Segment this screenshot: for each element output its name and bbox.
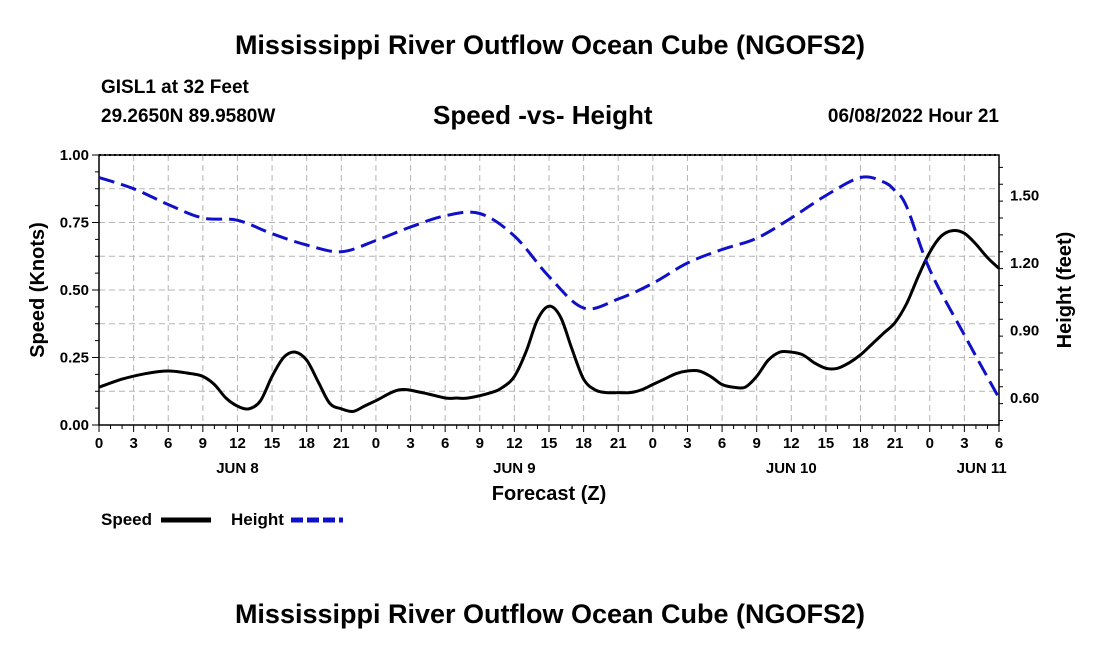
y-tick-label: 0.00 bbox=[60, 417, 89, 434]
axis-labels: Forecast (Z) Speed (Knots) Height (feet) bbox=[27, 222, 1076, 505]
y2-tick-label: 0.60 bbox=[1010, 390, 1039, 407]
x-tick-label: 0 bbox=[95, 435, 103, 452]
height-series-line bbox=[98, 175, 1001, 399]
y-tick-label: 0.50 bbox=[60, 282, 89, 299]
y-axis-title: Speed (Knots) bbox=[27, 222, 49, 358]
x-tick-label: 15 bbox=[264, 435, 281, 452]
x-tick-label: 6 bbox=[441, 435, 449, 452]
grid bbox=[99, 155, 999, 425]
day-label: JUN 8 bbox=[216, 460, 259, 477]
x-tick-label: 12 bbox=[506, 435, 523, 452]
y2-tick-label: 0.90 bbox=[1010, 323, 1039, 340]
y2-axis-title: Height (feet) bbox=[1054, 232, 1076, 349]
x-tick-label: 18 bbox=[298, 435, 315, 452]
x-tick-label: 21 bbox=[333, 435, 350, 452]
y-tick-label: 1.00 bbox=[60, 147, 89, 164]
x-tick-label: 12 bbox=[783, 435, 800, 452]
x-tick-label: 15 bbox=[541, 435, 558, 452]
day-label: JUN 10 bbox=[766, 460, 817, 477]
x-tick-label: 3 bbox=[960, 435, 968, 452]
x-tick-label: 9 bbox=[476, 435, 484, 452]
x-tick-label: 6 bbox=[164, 435, 172, 452]
x-tick-label: 3 bbox=[129, 435, 137, 452]
x-tick-label: 6 bbox=[718, 435, 726, 452]
x-tick-label: 15 bbox=[818, 435, 835, 452]
day-label: JUN 9 bbox=[493, 460, 536, 477]
repeated-page-title: Mississippi River Outflow Ocean Cube (NG… bbox=[234, 599, 866, 629]
x-tick-label: 18 bbox=[575, 435, 592, 452]
series bbox=[98, 175, 1001, 414]
y2-tick-label: 1.50 bbox=[1010, 188, 1039, 205]
chart-subtitle: Speed -vs- Height bbox=[433, 100, 653, 130]
x-axis-title: Forecast (Z) bbox=[492, 483, 606, 505]
x-tick-label: 21 bbox=[887, 435, 904, 452]
forecast-datetime: 06/08/2022 Hour 21 bbox=[827, 106, 999, 127]
y-tick-label: 0.75 bbox=[60, 215, 89, 232]
x-tick-label: 3 bbox=[406, 435, 414, 452]
x-tick-label: 9 bbox=[753, 435, 761, 452]
station-coordinates: 29.2650N 89.9580W bbox=[101, 106, 276, 127]
x-tick-label: 9 bbox=[199, 435, 207, 452]
x-tick-label: 21 bbox=[610, 435, 627, 452]
x-tick-label: 0 bbox=[926, 435, 934, 452]
legend-speed-label: Speed bbox=[101, 510, 152, 529]
speed-series-line bbox=[98, 229, 1001, 414]
x-tick-label: 3 bbox=[683, 435, 691, 452]
y-tick-label: 0.25 bbox=[60, 350, 89, 367]
x-tick-label: 0 bbox=[372, 435, 380, 452]
x-tick-label: 0 bbox=[649, 435, 657, 452]
day-label: JUN 11 bbox=[957, 460, 1007, 477]
y2-tick-label: 1.20 bbox=[1010, 255, 1039, 272]
legend-height-label: Height bbox=[231, 510, 284, 529]
page-title: Mississippi River Outflow Ocean Cube (NG… bbox=[234, 30, 866, 60]
axes: 0 3 6 9 12 15 18 21 0 3 6 9 12 15 18 21 0 3 6 9 12 15 18 21 0 3 6 J… bbox=[60, 147, 1039, 477]
station-label: GISL1 at 32 Feet bbox=[101, 77, 249, 98]
legend: Speed Height bbox=[101, 510, 343, 529]
x-tick-label: 18 bbox=[852, 435, 869, 452]
x-tick-label: 6 bbox=[995, 435, 1003, 452]
x-tick-label: 12 bbox=[229, 435, 246, 452]
